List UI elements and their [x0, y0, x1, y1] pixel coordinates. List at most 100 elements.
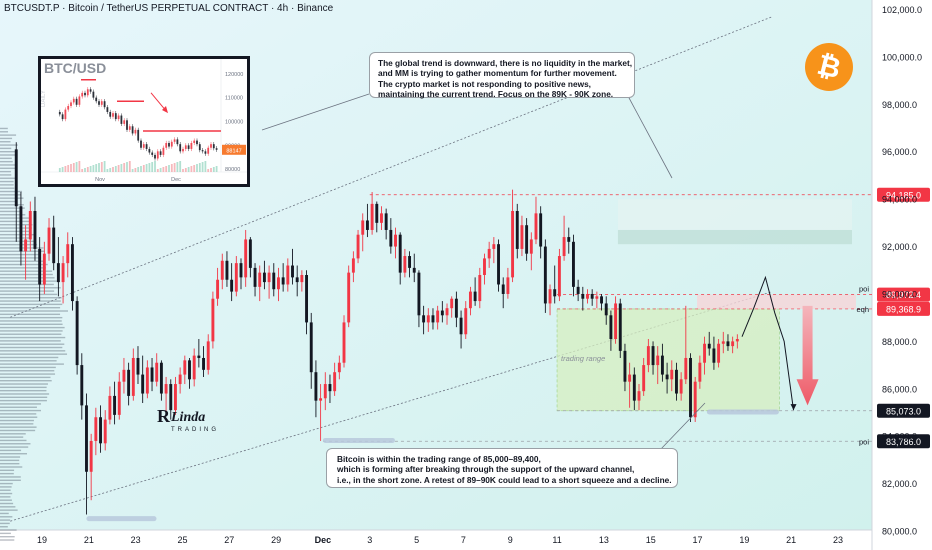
volume-profile-bar — [0, 489, 11, 491]
volume-profile-bar — [0, 346, 63, 349]
candle-body — [113, 395, 117, 415]
volume-profile-bar — [0, 167, 17, 169]
volume-profile-bar — [0, 479, 21, 481]
inset-volume-bar — [154, 161, 156, 172]
candle-body — [52, 227, 56, 264]
inset-volume-bar — [114, 166, 117, 172]
candle-body — [155, 362, 159, 382]
candle — [258, 265, 262, 302]
candle — [131, 348, 135, 401]
inset-price-tick: 100000 — [225, 120, 243, 126]
candle-body — [600, 296, 603, 304]
candle-body — [337, 362, 341, 373]
candle-body — [571, 241, 575, 287]
candle-body — [735, 339, 739, 342]
candle — [539, 206, 543, 259]
inset-volume-bar — [184, 168, 187, 172]
level-tag-eqh: eqh — [856, 305, 869, 314]
candle — [183, 355, 187, 385]
inset-volume-bar — [84, 168, 86, 172]
candle-body — [14, 149, 18, 207]
volume-profile-bar — [0, 522, 10, 525]
candle-body — [211, 298, 215, 342]
volume-profile-bar — [0, 433, 26, 435]
symbol-label[interactable]: BTCUSDT.P — [4, 3, 60, 14]
candle — [735, 334, 739, 349]
candle — [14, 142, 18, 242]
candle-body — [56, 263, 60, 283]
inset-volume-bar — [112, 167, 114, 172]
candle — [726, 334, 730, 351]
price-tick-label: 96,000.0 — [882, 147, 917, 157]
candle — [291, 248, 294, 285]
candle-body — [698, 362, 702, 382]
volume-profile-bar — [0, 134, 17, 136]
candle-body — [173, 384, 177, 411]
candle — [394, 227, 397, 259]
candle — [216, 267, 220, 306]
candle-body — [693, 381, 697, 418]
inset-candle-body — [114, 113, 117, 120]
volume-profile-bar — [0, 280, 60, 282]
volume-profile-bar — [0, 237, 31, 239]
candle-body — [670, 369, 674, 380]
candle — [609, 310, 613, 351]
channel-lower-line — [10, 291, 773, 522]
candle-body — [169, 384, 173, 411]
volume-profile-bar — [0, 502, 14, 505]
inset-candle-body — [198, 144, 201, 151]
candle-body — [127, 369, 131, 396]
inset-volume-bar — [148, 163, 151, 172]
candle-body — [642, 365, 646, 392]
candle — [375, 201, 379, 233]
header-separator: · — [290, 3, 298, 14]
candle — [497, 239, 500, 292]
price-tick-label: 86,000.0 — [882, 384, 917, 394]
candle — [300, 270, 304, 292]
candle — [454, 291, 458, 328]
candle — [192, 348, 196, 387]
inset-volume-bar — [165, 166, 168, 172]
candle — [38, 237, 42, 302]
candle — [169, 379, 173, 420]
candle-body — [333, 372, 337, 392]
inset-candle-body — [140, 140, 142, 148]
interval-label[interactable]: 4h — [277, 3, 289, 14]
callout-pointer — [659, 402, 706, 451]
candle-body — [85, 405, 88, 472]
candle-body — [567, 237, 571, 242]
candle-body — [262, 272, 266, 283]
candle — [712, 336, 716, 370]
logo-main: Linda — [171, 410, 206, 425]
inset-candle-body — [190, 142, 193, 149]
time-tick-label: 3 — [367, 535, 372, 545]
candle — [314, 360, 318, 418]
candle-body — [380, 213, 383, 223]
volume-profile-bar — [0, 190, 23, 193]
inset-price-tick: 120000 — [225, 72, 243, 78]
volume-profile-bar — [0, 512, 9, 515]
time-tick-label: 17 — [693, 535, 703, 545]
candle-body — [656, 355, 660, 366]
candle-body — [314, 372, 318, 401]
candle-body — [581, 293, 585, 299]
candle-body — [253, 267, 257, 287]
volume-profile-bar — [0, 409, 42, 412]
candle-body — [520, 225, 524, 249]
candle — [529, 232, 533, 271]
candle-body — [426, 315, 430, 323]
volume-profile-bar — [0, 177, 17, 179]
candle — [637, 384, 641, 411]
inset-candle-body — [106, 107, 109, 112]
candle — [707, 331, 711, 356]
candle — [595, 291, 599, 309]
candle-body — [197, 355, 201, 358]
candle — [473, 277, 477, 306]
volume-profile-bar — [0, 443, 31, 445]
candle — [689, 353, 692, 422]
volume-profile-bar — [0, 389, 47, 392]
inset-candle-body — [98, 101, 100, 105]
inset-volume-bar — [128, 161, 131, 172]
candle — [651, 341, 655, 375]
inset-candle-body — [154, 154, 156, 159]
